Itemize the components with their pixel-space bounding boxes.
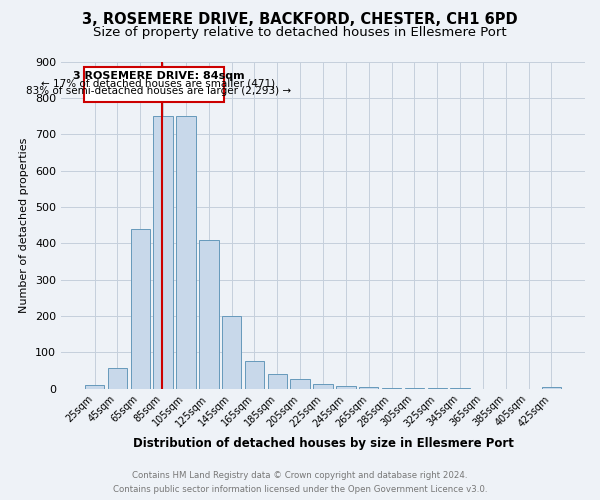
FancyBboxPatch shape [84, 67, 224, 102]
Text: 3, ROSEMERE DRIVE, BACKFORD, CHESTER, CH1 6PD: 3, ROSEMERE DRIVE, BACKFORD, CHESTER, CH… [82, 12, 518, 28]
Text: 3 ROSEMERE DRIVE: 84sqm: 3 ROSEMERE DRIVE: 84sqm [73, 70, 244, 81]
Text: Contains HM Land Registry data © Crown copyright and database right 2024.
Contai: Contains HM Land Registry data © Crown c… [113, 472, 487, 494]
Bar [199, 240, 218, 389]
Bar [245, 361, 264, 389]
Text: 83% of semi-detached houses are larger (2,293) →: 83% of semi-detached houses are larger (… [26, 86, 291, 96]
Bar [268, 374, 287, 389]
X-axis label: Distribution of detached houses by size in Ellesmere Port: Distribution of detached houses by size … [133, 437, 514, 450]
Bar [382, 388, 401, 389]
Bar [359, 387, 379, 389]
Bar [154, 116, 173, 389]
Text: ← 17% of detached houses are smaller (471): ← 17% of detached houses are smaller (47… [41, 79, 275, 89]
Text: Size of property relative to detached houses in Ellesmere Port: Size of property relative to detached ho… [93, 26, 507, 39]
Bar [313, 384, 333, 389]
Bar [542, 387, 561, 389]
Bar [404, 388, 424, 389]
Bar [290, 379, 310, 389]
Y-axis label: Number of detached properties: Number of detached properties [19, 138, 29, 313]
Bar [222, 316, 241, 389]
Bar [85, 385, 104, 389]
Bar [108, 368, 127, 389]
Bar [336, 386, 356, 389]
Bar [176, 116, 196, 389]
Bar [131, 229, 150, 389]
